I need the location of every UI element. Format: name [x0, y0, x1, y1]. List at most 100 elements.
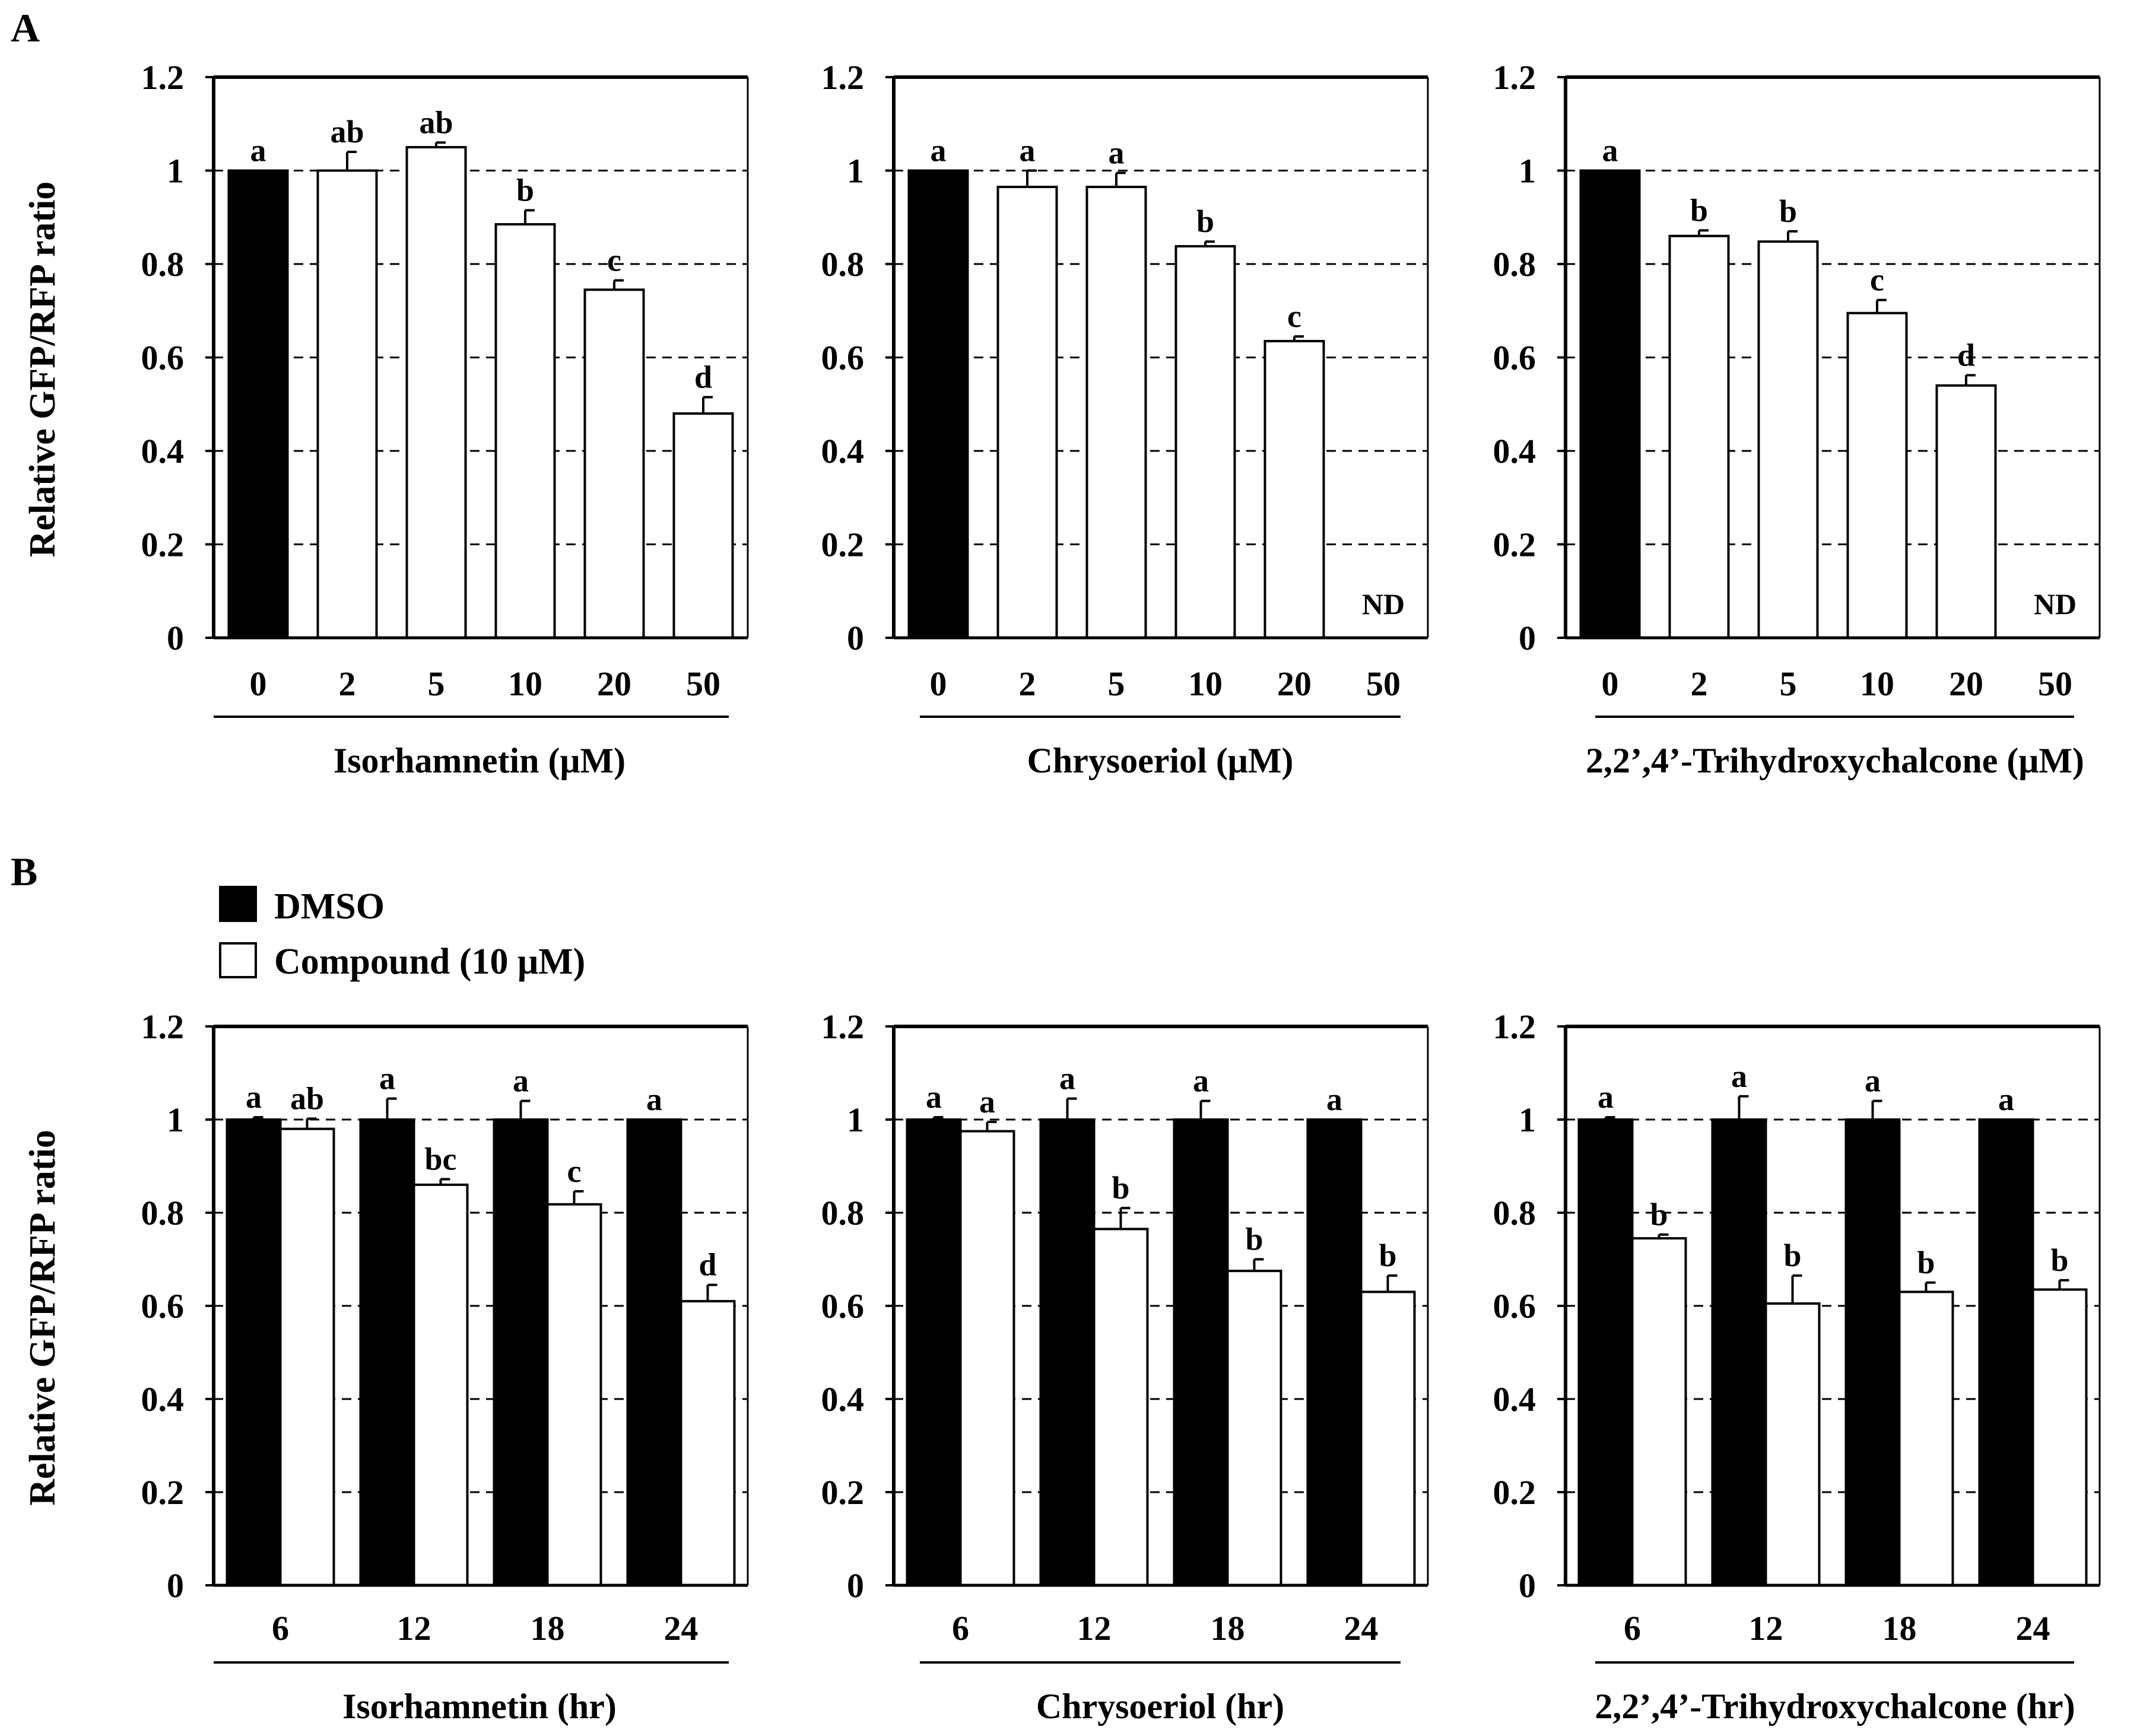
y-tick-label: 0.6	[141, 1287, 185, 1325]
significance-letter: c	[1287, 298, 1301, 334]
y-tick-label: 0.2	[1493, 526, 1536, 564]
significance-letter: a	[1865, 1063, 1881, 1099]
bar	[359, 1118, 415, 1586]
x-tick-label: 10	[1860, 664, 1894, 703]
y-tick-label: 0	[1519, 619, 1536, 657]
y-tick-label: 0	[847, 619, 864, 657]
bar	[1978, 1118, 2034, 1586]
y-tick-label: 1	[1519, 152, 1536, 190]
x-axis-title: 2,2’,4’-Trihydroxychalcone (hr)	[1595, 1687, 2075, 1726]
significance-letter: a	[250, 133, 266, 168]
x-tick-label: 12	[397, 1609, 431, 1648]
y-tick-label: 1.2	[141, 58, 185, 97]
bar	[405, 146, 467, 639]
bar	[1764, 1302, 1821, 1586]
bar	[493, 1118, 549, 1586]
x-tick-label: 5	[1108, 664, 1125, 703]
significance-letter: b	[1917, 1245, 1935, 1280]
bar	[1668, 234, 1730, 639]
y-tick-label: 0.8	[1493, 1194, 1536, 1232]
y-tick-label: 0.4	[1493, 432, 1536, 470]
y-tick-label: 1.2	[821, 1007, 865, 1046]
significance-letter: ab	[290, 1080, 324, 1116]
y-tick-label: 0.8	[821, 1194, 865, 1232]
bar	[1306, 1118, 1363, 1586]
y-tick-label: 0.2	[821, 1473, 865, 1512]
bar	[1579, 169, 1641, 639]
bar	[227, 169, 289, 639]
x-axis-title: 2,2’,4’-Trihydroxychalcone (μM)	[1586, 741, 2084, 780]
y-tick-label: 0.8	[141, 1194, 185, 1232]
significance-letter: a	[1326, 1082, 1342, 1117]
x-tick-label: 10	[1188, 664, 1223, 703]
significance-letter: b	[1783, 1238, 1801, 1273]
chart-chrysoeriol-time: 0 0.2 0.4 0.6 0.8 1 1.2 a a a b a b a b 6 12 18 24 Chrysoer…	[821, 1007, 1429, 1726]
x-tick-label: 18	[1882, 1609, 1917, 1648]
x-axis-title: Isorhamnetin (hr)	[342, 1687, 617, 1726]
y-tick-label: 0.6	[1493, 1287, 1536, 1325]
significance-letter: c	[1870, 262, 1884, 298]
significance-letter: a	[1109, 135, 1125, 170]
bar	[583, 288, 645, 639]
x-tick-label: 20	[597, 664, 631, 703]
bar	[226, 1118, 282, 1586]
significance-letter: c	[567, 1153, 582, 1189]
bar	[1174, 245, 1236, 639]
bar	[680, 1300, 736, 1586]
y-axis-title: Relative GFP/RFP ratio	[23, 182, 63, 558]
x-tick-label: 12	[1077, 1609, 1112, 1648]
bar	[1039, 1118, 1096, 1586]
bar	[959, 1130, 1015, 1586]
bar	[1631, 1237, 1687, 1587]
bar	[494, 223, 556, 639]
y-tick-label: 0	[167, 1566, 184, 1605]
significance-letter: b	[1112, 1170, 1129, 1206]
y-tick-label: 1	[1519, 1101, 1536, 1139]
significance-letter: c	[607, 243, 621, 278]
y-tick-label: 0	[1519, 1566, 1536, 1605]
bar	[1711, 1118, 1767, 1586]
y-tick-label: 0.4	[1493, 1380, 1536, 1419]
bar	[1085, 186, 1147, 639]
x-tick-label: 24	[664, 1609, 698, 1648]
legend-swatch-compound	[219, 942, 257, 978]
x-axis-title: Isorhamnetin (μM)	[334, 741, 626, 780]
x-tick-label: 6	[952, 1609, 969, 1648]
significance-letter: a	[926, 1079, 942, 1115]
significance-letter: b	[1779, 193, 1797, 229]
bar	[1577, 1118, 1634, 1586]
y-axis-title: Relative GFP/RFP ratio	[23, 1130, 63, 1506]
chart-trihydroxychalcone-time: 0 0.2 0.4 0.6 0.8 1 1.2 a b a b a b a b 6 12 18 24 2,2’,4’-…	[1493, 1007, 2101, 1726]
bar	[1263, 339, 1325, 639]
chart-trihydroxychalcone-dose: 0 0.2 0.4 0.6 0.8 1 1.2 a b b c d ND 0 2 5 10 20 50 2,2’,4’…	[1493, 58, 2101, 780]
legend-label-dmso: DMSO	[274, 886, 385, 927]
x-tick-label: 0	[250, 664, 267, 703]
nd-label: ND	[1362, 587, 1405, 621]
x-tick-label: 18	[1211, 1609, 1245, 1648]
y-tick-label: 0.8	[1493, 245, 1536, 284]
x-tick-label: 50	[1366, 664, 1401, 703]
bar	[279, 1127, 335, 1586]
bar	[546, 1203, 602, 1586]
y-tick-label: 0.8	[821, 245, 865, 284]
significance-letter: a	[1059, 1061, 1075, 1096]
y-tick-label: 1.2	[1493, 1007, 1536, 1046]
y-tick-label: 1	[167, 152, 184, 190]
bar	[1226, 1270, 1282, 1586]
significance-letter: b	[2050, 1242, 2068, 1278]
bar	[2031, 1288, 2088, 1586]
x-tick-label: 6	[272, 1609, 289, 1648]
y-tick-label: 0	[847, 1566, 864, 1605]
significance-letter: a	[1731, 1058, 1747, 1094]
y-tick-label: 0.2	[821, 526, 865, 564]
significance-letter: a	[1602, 133, 1618, 168]
x-tick-label: 12	[1749, 1609, 1783, 1648]
panel-letter-b: B	[11, 849, 37, 894]
significance-letter: b	[1379, 1238, 1396, 1273]
y-tick-label: 1	[847, 1101, 864, 1139]
bar	[672, 412, 734, 639]
significance-letter: d	[698, 1247, 716, 1283]
x-tick-label: 18	[531, 1609, 565, 1648]
nd-label: ND	[2034, 587, 2077, 621]
